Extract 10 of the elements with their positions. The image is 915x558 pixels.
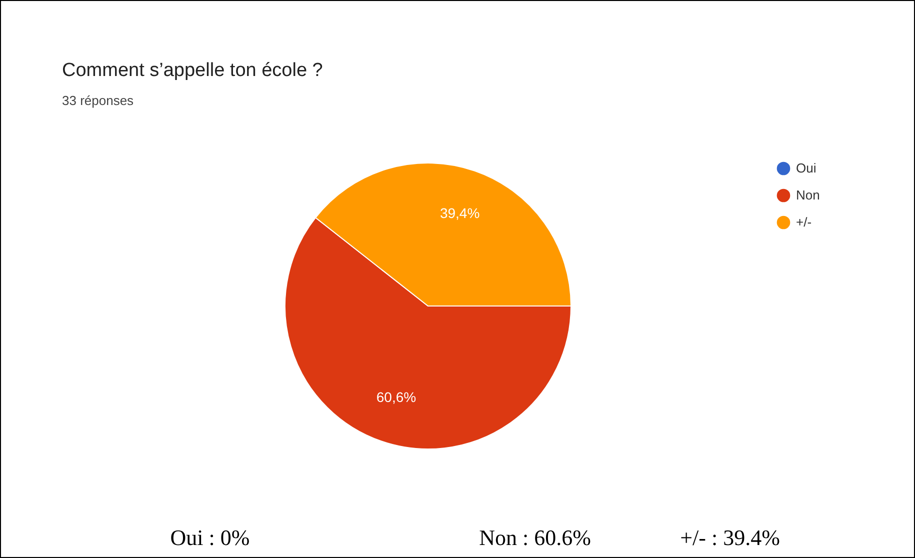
text: +/- : 39.4% xyxy=(680,525,780,550)
data-label: 60,6% xyxy=(376,388,416,405)
data-label: 39,4% xyxy=(440,205,480,222)
legend-label: Oui xyxy=(796,160,816,176)
legend-label: Non xyxy=(796,188,820,202)
text: Oui : 0% xyxy=(170,525,250,550)
text: 33 réponses xyxy=(62,93,134,108)
text: Non : 60.6% xyxy=(479,525,591,550)
legend-label: +/- xyxy=(796,214,812,230)
chart-title: Comment s’appelle ton école ? xyxy=(62,60,323,81)
